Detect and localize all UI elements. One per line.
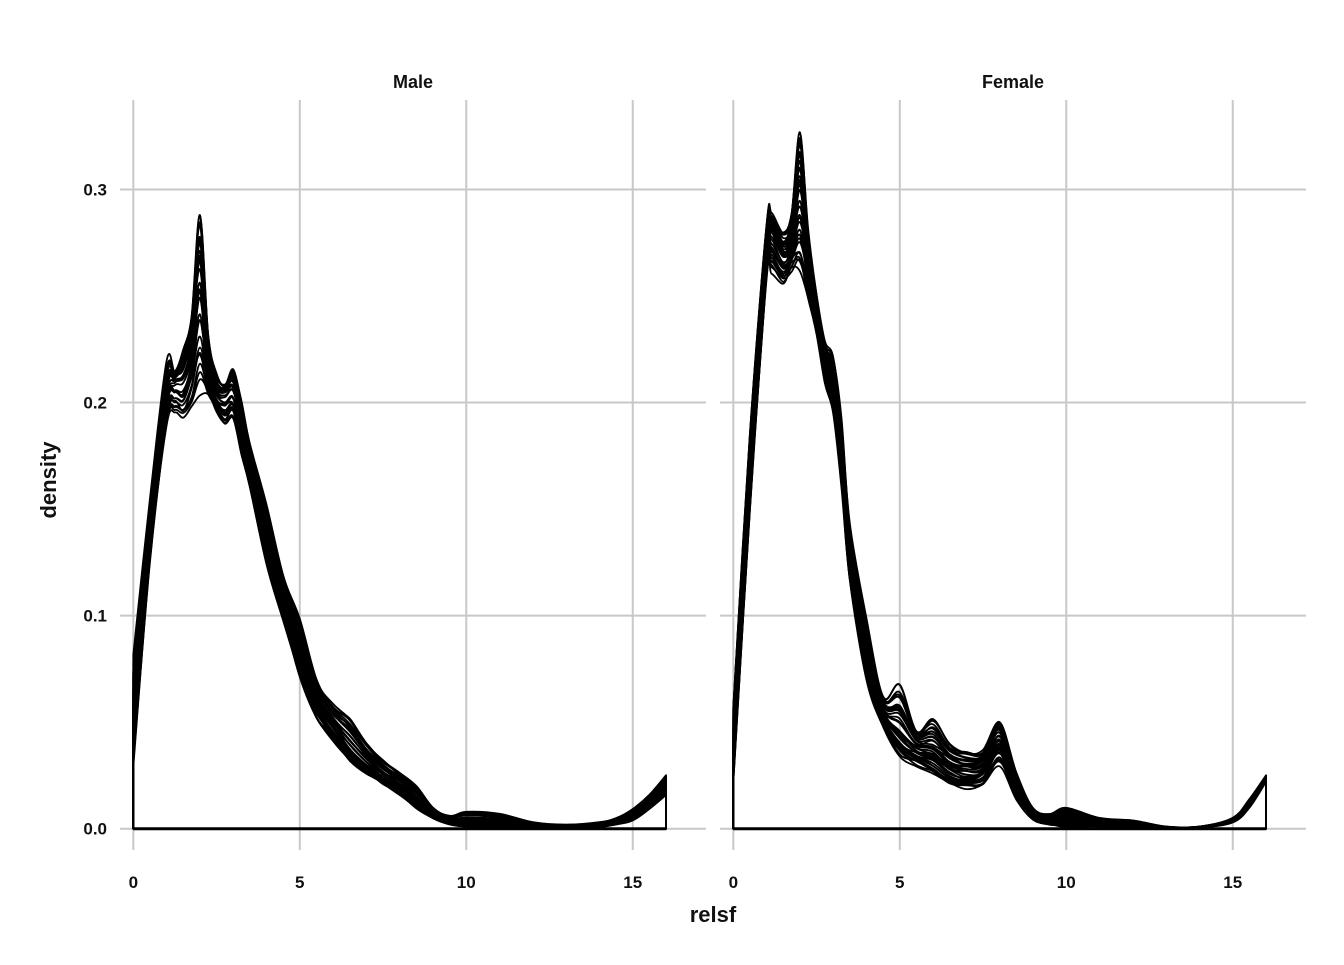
density-curve (132, 346, 667, 830)
density-curve (732, 160, 1267, 830)
x-tick-label: 10 (1057, 873, 1076, 892)
density-curve (132, 237, 667, 830)
density-curve (132, 362, 667, 830)
facet-label: Female (982, 72, 1044, 92)
density-curve (132, 239, 667, 830)
density-curve (132, 378, 667, 830)
x-tick-label: 5 (895, 873, 904, 892)
x-tick-label: 0 (729, 873, 738, 892)
density-curve (132, 236, 667, 830)
density-curve (132, 238, 667, 830)
x-axis-title: relsf (690, 902, 737, 927)
x-tick-label: 15 (623, 873, 642, 892)
density-curve (132, 351, 667, 830)
density-curve (732, 131, 1267, 830)
y-axis-title: density (36, 441, 61, 519)
density-curve (132, 371, 667, 830)
density-curve (132, 237, 667, 830)
density-curve (132, 260, 667, 830)
density-curve (132, 214, 667, 830)
y-tick-label: 0.3 (83, 180, 107, 199)
y-tick-label: 0.2 (83, 394, 107, 413)
facet-label: Male (393, 72, 433, 92)
density-curve (132, 236, 667, 830)
y-tick-label: 0.0 (83, 820, 107, 839)
density-curve (732, 141, 1267, 830)
density-curve (132, 392, 667, 830)
facet-panel-female: Female 0 5 10 15 (720, 72, 1306, 892)
density-curve (132, 268, 667, 830)
density-curve (132, 259, 667, 830)
density-curve (132, 255, 667, 830)
density-curve (132, 256, 667, 830)
density-curve (132, 240, 667, 830)
x-tick-label: 5 (295, 873, 304, 892)
y-tick-label: 0.1 (83, 607, 107, 626)
density-curve (132, 224, 667, 830)
x-tick-label: 0 (129, 873, 138, 892)
x-tick-label: 15 (1223, 873, 1242, 892)
facet-panel-male: Male 0 5 10 15 (120, 72, 706, 892)
density-curve (132, 221, 667, 830)
density-curve (132, 242, 667, 830)
density-curve (132, 249, 667, 830)
density-curve (132, 354, 667, 830)
density-curve (732, 152, 1267, 830)
x-tick-label: 10 (457, 873, 476, 892)
density-curve (132, 214, 667, 830)
density-curve (132, 335, 667, 830)
